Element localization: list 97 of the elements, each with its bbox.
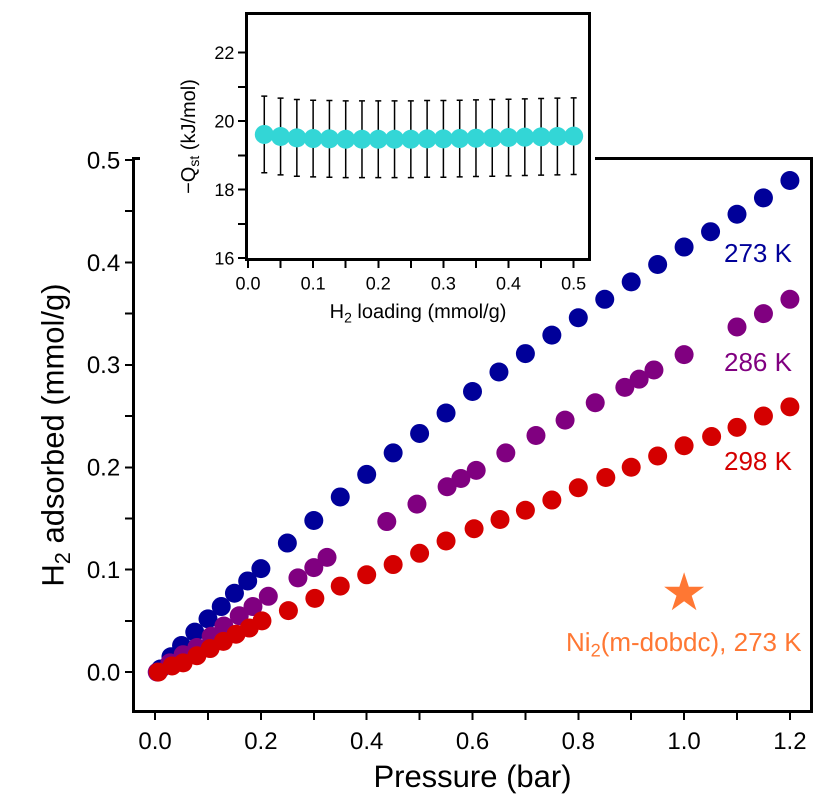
point [556,410,575,430]
y-tick-label: 20 [214,111,234,132]
point [568,478,588,498]
series-label: 273 K [724,238,793,268]
x-tick-label: 0.3 [430,274,456,294]
point [728,317,746,336]
point [377,512,396,532]
point [490,510,510,529]
point [304,558,324,578]
series-label: 298 K [724,446,793,476]
point [542,326,562,345]
point [622,458,641,477]
point [754,406,773,426]
y-tick-label: 0.2 [86,454,120,482]
point [212,597,231,616]
y-tick-label: 0.3 [86,352,120,380]
point [384,443,403,462]
point [728,418,746,437]
point [674,345,694,364]
point [410,424,430,443]
x-axis-title: H$_{2}$ loading (mmol/g) [330,301,506,326]
point [702,427,722,446]
y-tick-label: 0.4 [86,250,120,277]
point [243,597,262,616]
x-axis-title: Pressure (bar) [373,759,572,794]
y-tick-label: 0.0 [86,660,120,686]
point [648,254,668,274]
point [674,436,694,456]
point [318,548,337,567]
point [489,362,508,382]
point [780,397,800,416]
point [384,555,403,574]
point [436,403,456,422]
point [516,500,535,520]
point [304,511,324,530]
y-tick-label: 16 [214,248,234,268]
point [258,586,278,606]
point [407,494,426,514]
series-label: Ni$_{2}$(m-dobdc), 273 K [566,627,802,660]
point [630,370,649,389]
x-tick-label: 0.0 [235,274,261,294]
point [357,565,376,584]
x-tick-label: 0.0 [138,728,172,755]
point [568,308,588,328]
point [305,588,324,608]
x-tick-label: 0.2 [244,728,278,755]
point [238,571,258,590]
point [451,469,470,488]
point [224,584,244,603]
x-tick-label: 0.5 [561,274,586,294]
point [496,443,516,462]
point [252,611,272,630]
x-tick-label: 0.1 [300,274,326,294]
point [780,290,800,309]
point [436,532,456,550]
point [615,378,634,397]
x-tick-label: 1.0 [667,728,701,755]
y-tick-label: 18 [214,180,234,200]
point [622,272,641,292]
point [174,653,193,672]
point [466,460,486,480]
y-tick-label: 0.1 [86,557,120,584]
point [674,238,694,257]
y-tick-label: 0.5 [86,147,120,174]
point [701,222,720,242]
point [251,559,270,578]
point [198,609,218,628]
point [728,204,746,224]
point [278,534,297,553]
x-tick-label: 0.8 [562,728,595,755]
x-tick-label: 0.6 [456,728,490,755]
point [526,426,546,445]
point [410,544,430,563]
x-tick-label: 0.4 [350,728,384,755]
x-tick-label: 0.2 [366,274,391,294]
point [464,519,484,538]
point [754,304,773,324]
point [463,382,482,401]
point [330,576,350,596]
x-tick-label: 1.2 [773,728,807,755]
point [595,290,614,309]
point [644,360,664,380]
point [542,490,562,510]
series-label: 286 K [724,347,793,377]
point [438,477,457,496]
point [596,468,616,487]
y-tick-label: 22 [214,42,234,63]
point [648,446,668,466]
point [516,344,535,364]
point [357,464,376,484]
point [754,188,773,208]
point [586,393,605,412]
point [288,568,308,588]
point [780,170,800,190]
point [278,601,298,620]
x-tick-label: 0.4 [496,274,522,294]
point [330,487,350,506]
